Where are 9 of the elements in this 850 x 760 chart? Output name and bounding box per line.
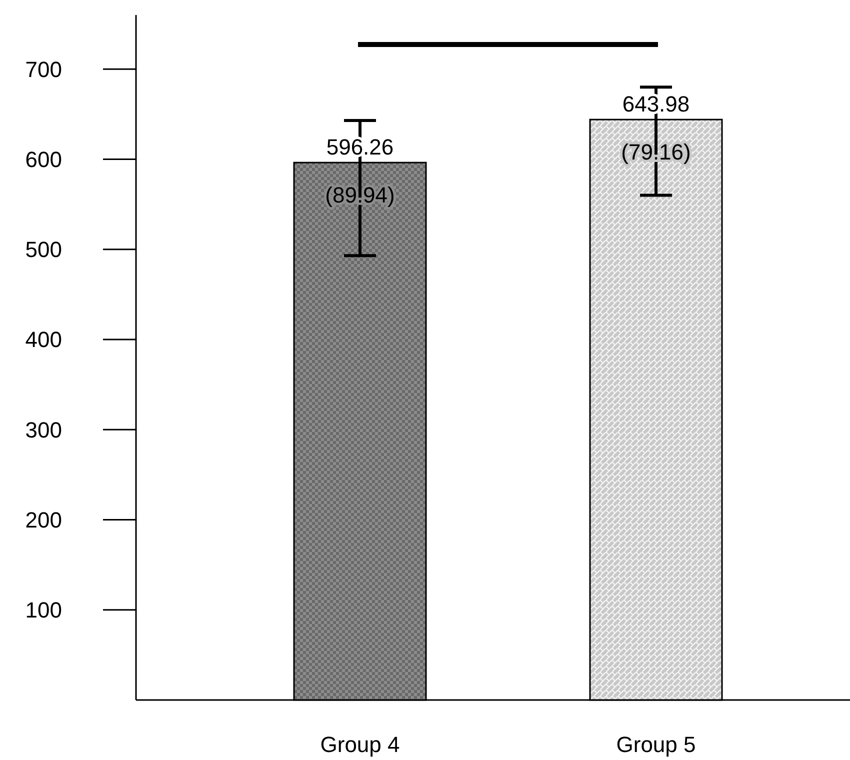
y-tick-label: 400 (25, 327, 62, 352)
y-tick-label: 700 (25, 56, 62, 82)
y-tick-label: 100 (25, 598, 62, 623)
y-tick-label: 600 (25, 146, 62, 172)
x-tick-label: Group 5 (616, 732, 696, 757)
x-tick-label: Group 4 (320, 732, 400, 757)
y-tick-label: 500 (25, 237, 62, 262)
y-tick-label: 300 (25, 417, 62, 442)
y-tick-label: 200 (25, 507, 62, 532)
